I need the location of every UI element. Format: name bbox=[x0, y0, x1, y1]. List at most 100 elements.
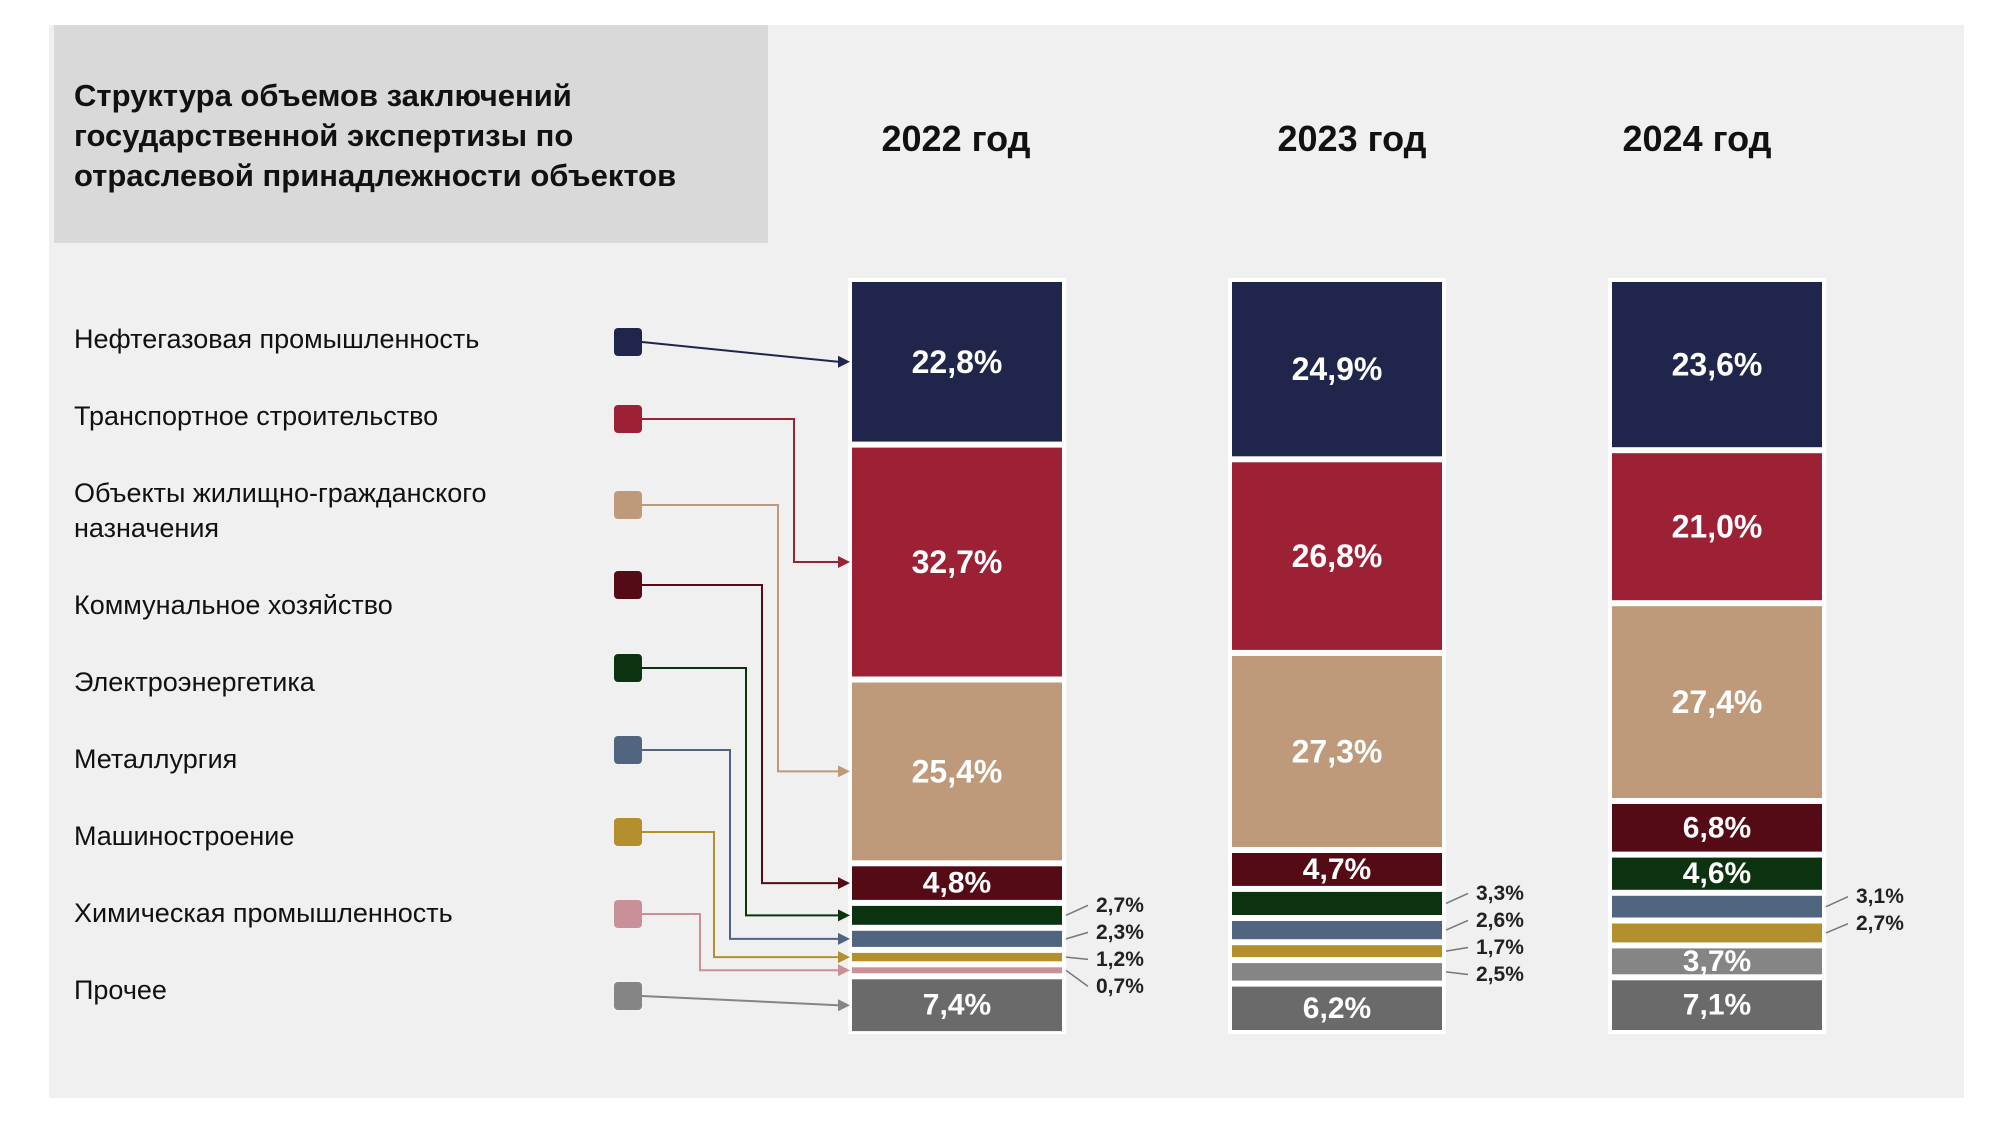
legend-label: Машиностроение bbox=[74, 821, 295, 851]
arrow-head bbox=[838, 999, 850, 1012]
legend-connector bbox=[642, 749, 838, 940]
bar-segment bbox=[1612, 282, 1822, 448]
bar-segment bbox=[1612, 948, 1822, 975]
arrow-head bbox=[838, 909, 850, 922]
arrow-head bbox=[838, 964, 850, 977]
bar-segment bbox=[1612, 857, 1822, 890]
legend-swatch bbox=[614, 654, 642, 682]
leader-line bbox=[1825, 895, 1849, 908]
bar-segment bbox=[1232, 986, 1442, 1030]
data-label: 21,0% bbox=[1672, 509, 1763, 545]
bar-segment bbox=[852, 682, 1062, 861]
data-label: 27,4% bbox=[1672, 684, 1763, 720]
legend-swatch bbox=[614, 982, 642, 1010]
bar-segment bbox=[852, 866, 1062, 900]
bar-segment bbox=[1232, 921, 1442, 940]
legend-connector bbox=[642, 831, 838, 959]
bar-segment bbox=[1612, 895, 1822, 918]
arrow-head bbox=[838, 355, 850, 368]
data-label: 2,3% bbox=[1096, 921, 1144, 944]
data-label: 1,7% bbox=[1476, 936, 1524, 959]
data-label: 24,9% bbox=[1292, 351, 1383, 387]
legend-label: Химическая промышленность bbox=[74, 898, 453, 928]
bar-segment bbox=[1232, 853, 1442, 886]
arrow-head bbox=[838, 951, 850, 964]
bar-segment bbox=[852, 979, 1062, 1032]
legend-swatch bbox=[614, 328, 642, 356]
leader-line bbox=[1825, 922, 1849, 934]
bar-segment bbox=[1612, 923, 1822, 943]
bar-segment bbox=[852, 447, 1062, 677]
legend-swatch bbox=[614, 818, 642, 846]
title-box bbox=[54, 25, 768, 243]
legend-label: Коммунальное хозяйство bbox=[74, 590, 393, 620]
category-label: 2023 год bbox=[1277, 118, 1427, 159]
data-label: 2,6% bbox=[1476, 909, 1524, 932]
bar-segment bbox=[1232, 282, 1442, 457]
leader-line bbox=[1445, 971, 1469, 976]
legend-connector bbox=[642, 418, 838, 564]
bar-segment bbox=[852, 905, 1062, 925]
leader-line bbox=[1445, 919, 1469, 931]
data-label: 22,8% bbox=[912, 344, 1003, 380]
data-label: 2,7% bbox=[1856, 912, 1904, 935]
leader-line bbox=[1065, 931, 1089, 940]
bar-segment bbox=[1612, 606, 1822, 798]
legend-connector bbox=[642, 913, 838, 972]
leader-line bbox=[1445, 946, 1469, 952]
data-label: 4,6% bbox=[1683, 857, 1751, 890]
data-label: 3,7% bbox=[1683, 945, 1751, 978]
data-label: 0,7% bbox=[1096, 975, 1144, 998]
category-label: 2022 год bbox=[881, 118, 1031, 159]
data-label: 3,3% bbox=[1476, 882, 1524, 905]
leader-line bbox=[1065, 904, 1089, 917]
legend-connector bbox=[642, 504, 838, 773]
bar-segment bbox=[1612, 453, 1822, 601]
data-label: 2,7% bbox=[1096, 894, 1144, 917]
leader-line bbox=[1445, 892, 1469, 905]
legend-swatch bbox=[614, 491, 642, 519]
legend-swatch bbox=[614, 736, 642, 764]
data-label: 25,4% bbox=[912, 753, 1003, 789]
legend-label: Прочее bbox=[74, 975, 167, 1005]
arrow-head bbox=[838, 765, 850, 778]
chart-title: Структура объемов заключений государстве… bbox=[74, 78, 677, 193]
data-label: 3,1% bbox=[1856, 885, 1904, 908]
legend-connector bbox=[641, 995, 839, 1007]
legend-label: Металлургия bbox=[74, 744, 238, 774]
arrow-head bbox=[838, 556, 850, 569]
data-label: 26,8% bbox=[1292, 538, 1383, 574]
bar-segment bbox=[1232, 963, 1442, 981]
bar-segment bbox=[1612, 980, 1822, 1030]
data-label: 7,1% bbox=[1683, 989, 1751, 1022]
bar-segment bbox=[852, 930, 1062, 947]
bar-segment bbox=[1232, 945, 1442, 958]
legend-label: Нефтегазовая промышленность bbox=[74, 324, 480, 354]
legend-connector bbox=[641, 341, 839, 363]
legend-connector bbox=[642, 667, 838, 917]
bar-segment bbox=[1232, 891, 1442, 915]
legend-swatch bbox=[614, 405, 642, 433]
legend-swatch bbox=[614, 571, 642, 599]
data-label: 7,4% bbox=[923, 989, 991, 1022]
data-label: 4,8% bbox=[923, 867, 991, 900]
leader-line bbox=[1065, 969, 1089, 987]
legend-label: Объекты жилищно-гражданского назначения bbox=[74, 478, 487, 543]
arrow-head bbox=[838, 932, 850, 945]
bar-segment bbox=[1232, 655, 1442, 847]
bar-segment bbox=[852, 952, 1062, 962]
data-label: 4,7% bbox=[1303, 853, 1371, 886]
legend-connector bbox=[642, 584, 838, 885]
data-label: 1,2% bbox=[1096, 948, 1144, 971]
bar-segment bbox=[852, 282, 1062, 442]
bar-segment bbox=[1612, 804, 1822, 852]
data-label: 2,5% bbox=[1476, 963, 1524, 986]
data-label: 6,2% bbox=[1303, 992, 1371, 1025]
bar-segment bbox=[852, 967, 1062, 974]
data-label: 6,8% bbox=[1683, 811, 1751, 844]
arrow-head bbox=[838, 877, 850, 890]
legend-label: Транспортное строительство bbox=[74, 401, 439, 431]
data-label: 32,7% bbox=[912, 544, 1003, 580]
data-label: 23,6% bbox=[1672, 347, 1763, 383]
